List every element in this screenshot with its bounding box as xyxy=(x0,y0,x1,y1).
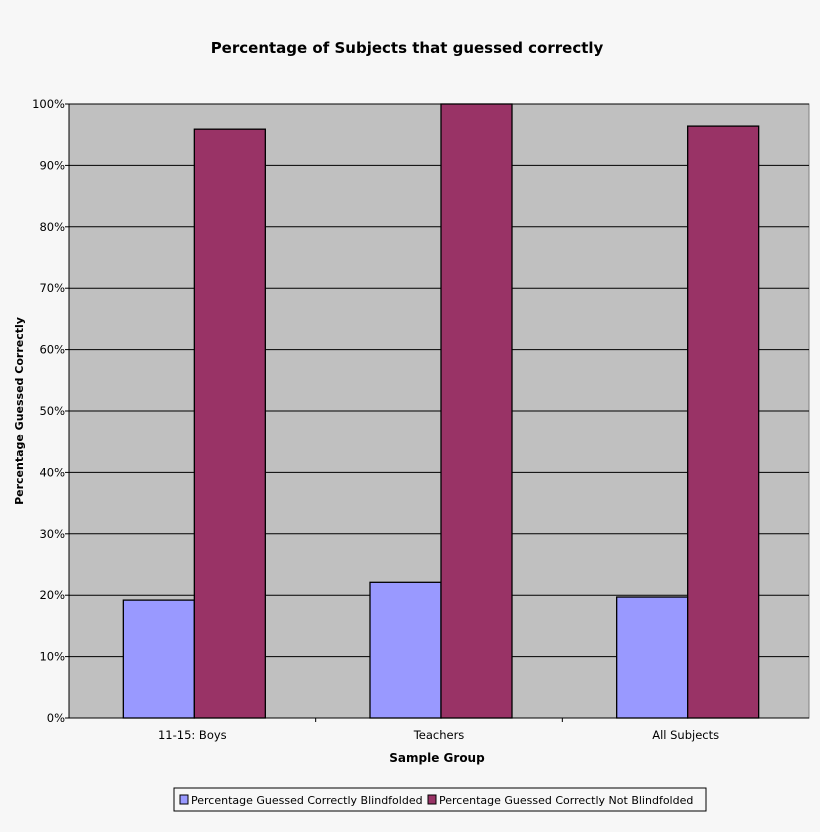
y-tick-label: 90% xyxy=(39,158,65,172)
y-tick-label: 40% xyxy=(39,465,65,479)
y-tick-label: 30% xyxy=(39,527,65,541)
legend-swatch xyxy=(427,794,437,805)
y-tick-label: 60% xyxy=(39,343,65,357)
bar-not-blindfolded xyxy=(193,128,266,719)
x-tick-label: All Subjects xyxy=(652,728,719,742)
y-tick-label: 50% xyxy=(39,404,65,418)
y-tick-label: 100% xyxy=(32,97,65,111)
legend-swatch xyxy=(179,794,189,805)
x-axis-label: Sample Group xyxy=(389,751,485,765)
bar-blindfolded xyxy=(369,581,442,719)
bar-blindfolded xyxy=(616,596,689,719)
y-tick-labels: 0% 10% 20% 30% 40% 50% 60% 70% 80% 90% 100% xyxy=(32,97,65,725)
chart-title: Percentage of Subjects that guessed corr… xyxy=(211,39,604,57)
y-axis-label: Percentage Guessed Correctly xyxy=(13,317,26,505)
y-tick-label: 80% xyxy=(39,220,65,234)
x-tick-label: 11-15: Boys xyxy=(158,728,227,742)
bar-blindfolded xyxy=(122,599,195,719)
y-tick-label: 70% xyxy=(39,281,65,295)
x-tick-labels: 11-15: Boys Teachers All Subjects xyxy=(158,728,719,742)
legend-entry-label: Percentage Guessed Correctly Not Blindfo… xyxy=(439,794,693,807)
y-tick-label: 0% xyxy=(47,711,65,725)
y-tick-label: 10% xyxy=(39,650,65,664)
legend-box xyxy=(173,787,707,812)
bar-not-blindfolded xyxy=(687,125,760,719)
axes xyxy=(65,103,809,722)
y-tick-label: 20% xyxy=(39,588,65,602)
legend: Percentage Guessed Correctly Blindfolded… xyxy=(173,787,707,812)
legend-entry-label: Percentage Guessed Correctly Blindfolded xyxy=(191,794,423,807)
bar-not-blindfolded xyxy=(440,103,513,719)
x-tick-label: Teachers xyxy=(413,728,465,742)
